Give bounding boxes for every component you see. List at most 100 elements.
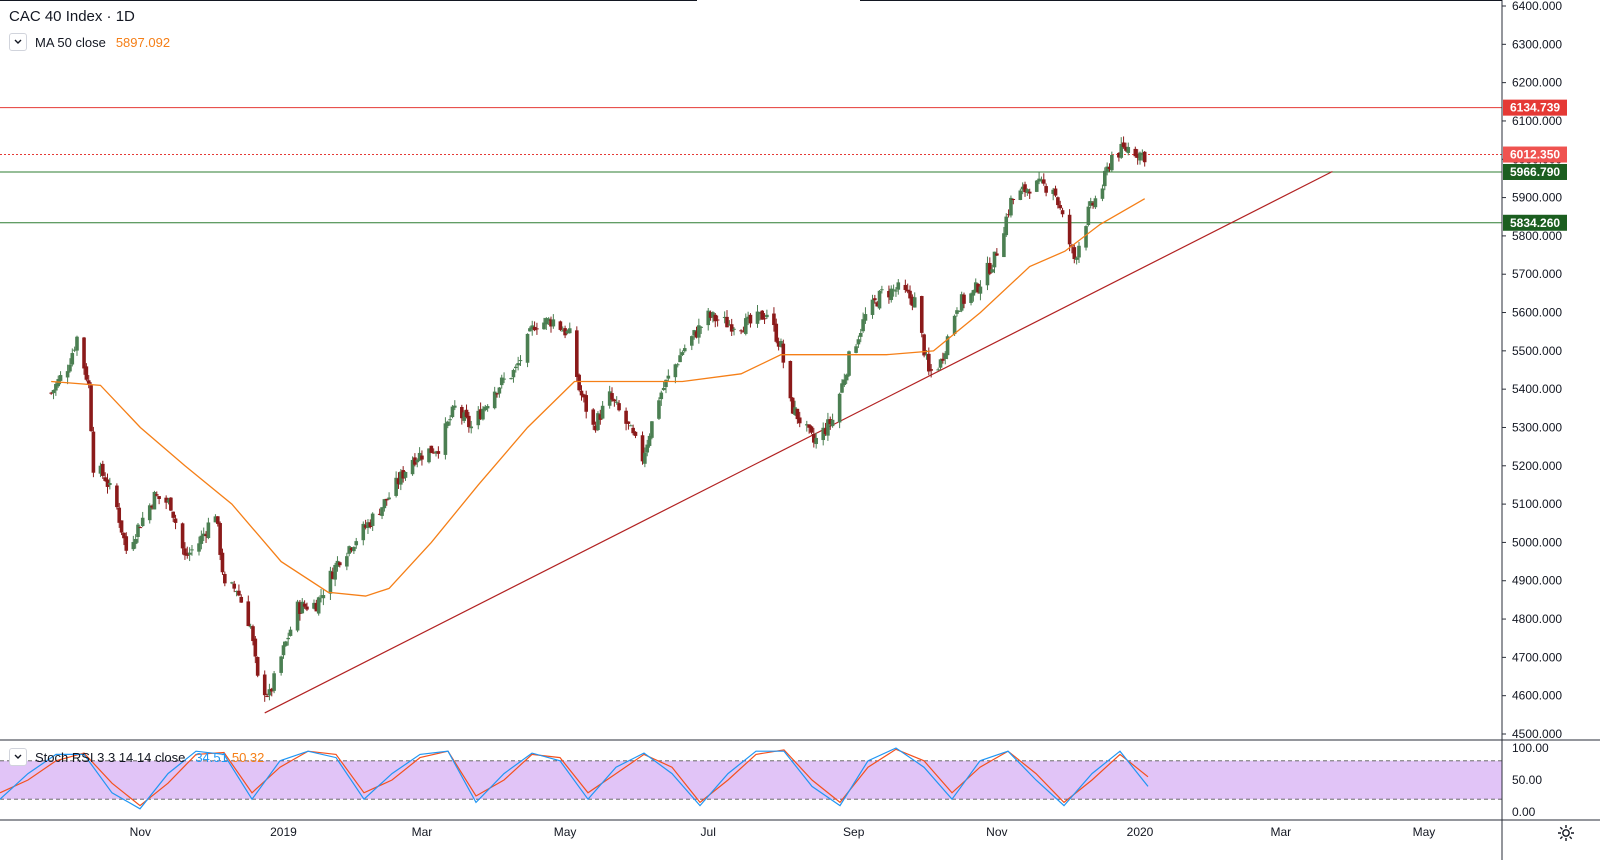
candle-down — [204, 534, 208, 537]
candle-up — [58, 375, 63, 381]
candle-up — [1002, 233, 1006, 258]
candle-down — [363, 525, 368, 528]
stoch-d-line — [0, 748, 1149, 807]
candle-down — [875, 302, 879, 307]
candle-up — [607, 391, 612, 406]
candle-down — [232, 583, 237, 589]
candle-up — [1103, 170, 1107, 187]
candle-up — [877, 290, 882, 309]
candle-up — [546, 318, 551, 321]
candle-up — [248, 626, 253, 628]
candle-up — [201, 533, 206, 537]
candle-down — [314, 602, 319, 612]
candle-down — [598, 414, 603, 420]
candle-up — [1126, 147, 1131, 153]
candle-down — [185, 552, 190, 556]
candle-down — [591, 409, 596, 425]
price-tick-label: 5900.000 — [1512, 191, 1562, 205]
candle-down — [220, 552, 225, 573]
ma50-line — [51, 198, 1146, 597]
candle-up — [746, 316, 750, 319]
candle-down — [729, 324, 734, 332]
candle-up — [647, 435, 652, 446]
candle-down — [760, 310, 764, 320]
candle-down — [626, 421, 631, 424]
candle-up — [880, 289, 884, 291]
candle-down — [908, 290, 912, 299]
candle-up — [1110, 154, 1114, 171]
candle-up — [345, 556, 349, 567]
candle-down — [558, 321, 563, 330]
candle-up — [645, 444, 650, 453]
candle-down — [774, 323, 779, 342]
candle-up — [1025, 189, 1030, 193]
candle-up — [152, 491, 157, 510]
candle-up — [844, 374, 849, 381]
candle-down — [1060, 210, 1065, 215]
candle-down — [157, 496, 161, 499]
candle-down — [610, 393, 614, 400]
candle-down — [1011, 199, 1016, 201]
gear-icon[interactable] — [1556, 823, 1576, 843]
candle-down — [812, 433, 816, 443]
candle-down — [218, 523, 222, 555]
candle-up — [727, 324, 732, 326]
price-tick-label: 4500.000 — [1512, 727, 1562, 741]
candle-down — [368, 522, 373, 527]
collapse-button[interactable] — [9, 33, 27, 51]
candle-up — [140, 517, 145, 527]
candle-up — [680, 352, 685, 356]
candle-up — [403, 471, 408, 478]
candle-up — [98, 465, 103, 474]
candle-down — [124, 536, 129, 551]
candle-up — [481, 408, 485, 420]
stoch-collapse-button[interactable] — [9, 748, 27, 766]
candle-up — [889, 288, 894, 301]
time-tick-label: Mar — [1270, 825, 1291, 839]
candle-down — [255, 657, 260, 676]
candle-down — [1023, 184, 1027, 193]
candle-down — [1041, 179, 1046, 184]
time-tick-label: Mar — [412, 825, 433, 839]
candle-down — [251, 626, 255, 642]
candle-up — [854, 346, 858, 353]
candle-up — [1138, 152, 1142, 161]
price-tick-label: 5600.000 — [1512, 306, 1562, 320]
candle-down — [246, 601, 251, 627]
candle-down — [1027, 191, 1032, 194]
candle-down — [460, 406, 464, 419]
candle-up — [485, 406, 490, 409]
candle-up — [347, 546, 351, 554]
candle-up — [136, 524, 140, 537]
candle-down — [781, 343, 786, 363]
candle-down — [535, 328, 539, 330]
candle-up — [284, 641, 288, 646]
candle-down — [467, 415, 471, 428]
candle-down — [624, 410, 628, 424]
candle-up — [281, 645, 286, 656]
stoch-k-value: 34.51 — [195, 749, 228, 765]
candle-down — [401, 470, 405, 479]
candle-up — [450, 406, 455, 418]
candle-up — [971, 290, 976, 296]
candle-up — [870, 299, 875, 315]
candle-down — [887, 290, 891, 298]
candle-down — [84, 366, 89, 380]
candle-down — [631, 427, 635, 434]
candle-down — [873, 298, 877, 301]
stoch-band — [0, 760, 1502, 800]
ma-label: MA 50 close — [35, 34, 106, 50]
candle-up — [847, 351, 851, 376]
level-price-tag — [1503, 146, 1567, 163]
candle-up — [530, 325, 535, 330]
candle-down — [1056, 197, 1060, 206]
ma-legend: MA 50 close 5897.092 — [9, 33, 170, 51]
candle-down — [265, 695, 269, 697]
candle-up — [399, 471, 403, 485]
candle-down — [929, 369, 933, 371]
candle-up — [614, 401, 619, 403]
candle-down — [823, 428, 828, 435]
price-tick-label: 5000.000 — [1512, 535, 1562, 549]
candle-down — [305, 606, 309, 610]
